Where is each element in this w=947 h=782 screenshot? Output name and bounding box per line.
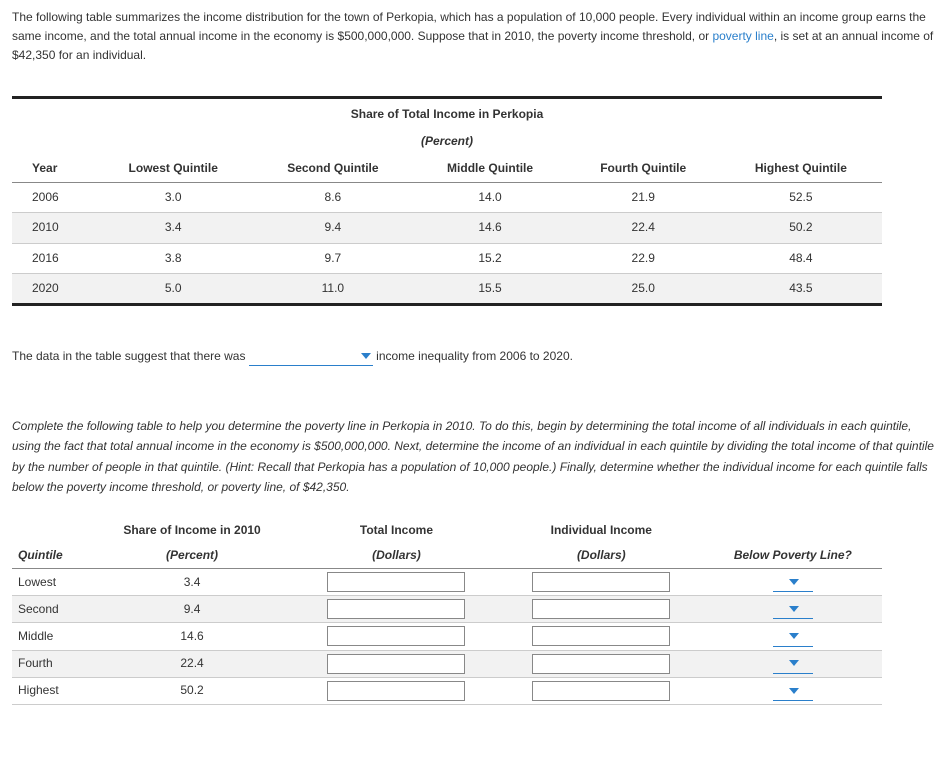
total-income-input-highest[interactable] xyxy=(327,681,465,701)
individual-income-input-fourth[interactable] xyxy=(532,654,670,674)
individual-income-input-middle[interactable] xyxy=(532,626,670,646)
col-year: Year xyxy=(12,155,94,183)
col-fourth: Fourth Quintile xyxy=(567,155,720,183)
table-row: 2020 5.0 11.0 15.5 25.0 43.5 xyxy=(12,273,882,304)
h1-total: Total Income xyxy=(294,518,499,543)
col-middle: Middle Quintile xyxy=(413,155,566,183)
table-row: Fourth 22.4 xyxy=(12,650,882,677)
col-highest: Highest Quintile xyxy=(720,155,882,183)
total-income-input-lowest[interactable] xyxy=(327,572,465,592)
sentence-before: The data in the table suggest that there… xyxy=(12,349,249,363)
table1-subtitle: (Percent) xyxy=(12,128,882,155)
col-second: Second Quintile xyxy=(252,155,413,183)
sentence-after: income inequality from 2006 to 2020. xyxy=(373,349,573,363)
chevron-down-icon xyxy=(789,688,799,694)
col-lowest: Lowest Quintile xyxy=(94,155,252,183)
below-poverty-dropdown-fourth[interactable] xyxy=(773,654,813,674)
instructions-paragraph: Complete the following table to help you… xyxy=(12,416,935,498)
h2-dollars2: (Dollars) xyxy=(499,543,704,569)
table1-body: 2006 3.0 8.6 14.0 21.9 52.5 2010 3.4 9.4… xyxy=(12,183,882,305)
table-row: 2010 3.4 9.4 14.6 22.4 50.2 xyxy=(12,213,882,243)
worksheet-table: Share of Income in 2010 Total Income Ind… xyxy=(12,518,882,705)
below-poverty-dropdown-second[interactable] xyxy=(773,599,813,619)
chevron-down-icon xyxy=(789,660,799,666)
chevron-down-icon xyxy=(789,606,799,612)
table-row: 2016 3.8 9.7 15.2 22.9 48.4 xyxy=(12,243,882,273)
below-poverty-dropdown-lowest[interactable] xyxy=(773,572,813,592)
individual-income-input-lowest[interactable] xyxy=(532,572,670,592)
poverty-line-link[interactable]: poverty line xyxy=(712,29,773,43)
chevron-down-icon xyxy=(361,353,371,359)
h1-indiv: Individual Income xyxy=(499,518,704,543)
h1-share: Share of Income in 2010 xyxy=(90,518,294,543)
individual-income-input-second[interactable] xyxy=(532,599,670,619)
total-income-input-second[interactable] xyxy=(327,599,465,619)
table1-title: Share of Total Income in Perkopia xyxy=(12,97,882,128)
table-row: Highest 50.2 xyxy=(12,677,882,704)
income-share-table: Share of Total Income in Perkopia (Perce… xyxy=(12,96,882,306)
fill-sentence: The data in the table suggest that there… xyxy=(12,346,935,366)
h2-quintile: Quintile xyxy=(12,543,90,569)
h2-percent: (Percent) xyxy=(90,543,294,569)
below-poverty-dropdown-middle[interactable] xyxy=(773,626,813,646)
h2-dollars1: (Dollars) xyxy=(294,543,499,569)
total-income-input-fourth[interactable] xyxy=(327,654,465,674)
h1-below xyxy=(704,518,882,543)
table-row: Second 9.4 xyxy=(12,596,882,623)
chevron-down-icon xyxy=(789,633,799,639)
below-poverty-dropdown-highest[interactable] xyxy=(773,681,813,701)
intro-paragraph: The following table summarizes the incom… xyxy=(12,8,935,66)
chevron-down-icon xyxy=(789,579,799,585)
total-income-input-middle[interactable] xyxy=(327,626,465,646)
table-row: 2006 3.0 8.6 14.0 21.9 52.5 xyxy=(12,183,882,213)
table-row: Middle 14.6 xyxy=(12,623,882,650)
h2-below: Below Poverty Line? xyxy=(704,543,882,569)
inequality-dropdown[interactable] xyxy=(249,346,373,366)
table-row: Lowest 3.4 xyxy=(12,569,882,596)
individual-income-input-highest[interactable] xyxy=(532,681,670,701)
h1-blank xyxy=(12,518,90,543)
